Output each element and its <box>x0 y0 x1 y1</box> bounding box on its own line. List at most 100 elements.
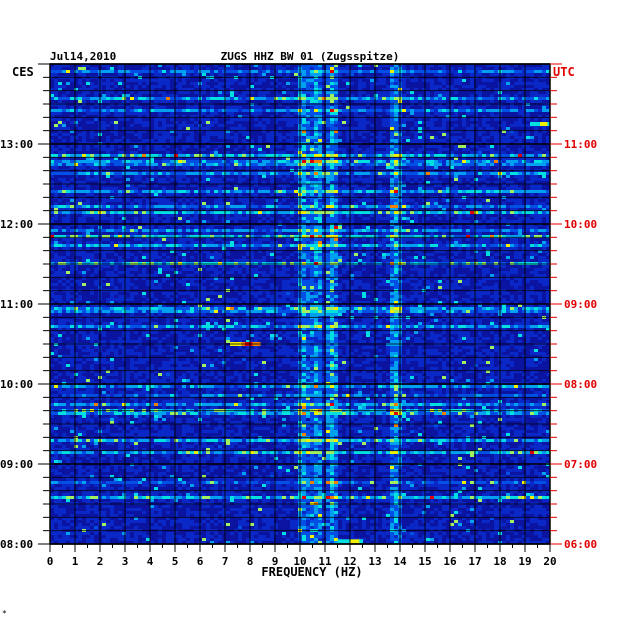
heatmap-cell <box>418 100 422 103</box>
heatmap-cell <box>294 100 298 103</box>
heatmap-cell <box>142 163 146 166</box>
heatmap-cell <box>326 79 330 82</box>
heatmap-cell <box>250 103 254 106</box>
heatmap-cell <box>378 79 382 82</box>
heatmap-cell <box>118 118 122 121</box>
heatmap-cell <box>62 91 66 94</box>
heatmap-cell <box>378 109 382 112</box>
heatmap-cell <box>350 163 354 166</box>
heatmap-cell <box>218 148 222 151</box>
heatmap-cell <box>486 82 490 85</box>
heatmap-cell <box>330 133 334 136</box>
heatmap-cell <box>378 154 382 157</box>
heatmap-cell <box>302 106 306 109</box>
heatmap-cell <box>102 127 106 130</box>
heatmap-cell <box>458 106 462 109</box>
heatmap-cell <box>326 160 330 163</box>
heatmap-cell <box>426 109 430 112</box>
heatmap-cell <box>226 91 230 94</box>
heatmap-cell <box>230 82 234 85</box>
heatmap-cell <box>438 178 442 181</box>
heatmap-cell <box>318 160 322 163</box>
heatmap-cell <box>178 70 182 73</box>
heatmap-cell <box>462 109 466 112</box>
heatmap-cell <box>70 172 74 175</box>
heatmap-cell <box>210 166 214 169</box>
heatmap-cell <box>362 73 366 76</box>
heatmap-cell <box>494 163 498 166</box>
heatmap-cell <box>94 166 98 169</box>
heatmap-cell <box>526 145 530 148</box>
heatmap-cell <box>450 148 454 151</box>
heatmap-cell <box>290 94 294 97</box>
heatmap-cell <box>226 172 230 175</box>
heatmap-cell <box>250 148 254 151</box>
heatmap-cell <box>406 121 410 124</box>
heatmap-cell <box>206 148 210 151</box>
heatmap-cell <box>430 178 434 181</box>
heatmap-cell <box>414 73 418 76</box>
heatmap-cell <box>234 112 238 115</box>
heatmap-cell <box>110 163 114 166</box>
heatmap-cell <box>114 67 118 70</box>
heatmap-cell <box>218 139 222 142</box>
heatmap-cell <box>330 79 334 82</box>
heatmap-cell <box>362 148 366 151</box>
heatmap-cell <box>314 121 318 124</box>
heatmap-cell <box>494 124 498 127</box>
heatmap-cell <box>154 163 158 166</box>
heatmap-cell <box>158 178 162 181</box>
heatmap-cell <box>438 166 442 169</box>
heatmap-cell <box>258 166 262 169</box>
heatmap-cell <box>58 154 62 157</box>
heatmap-cell <box>502 124 506 127</box>
heatmap-cell <box>386 175 390 178</box>
heatmap-cell <box>166 70 170 73</box>
heatmap-cell <box>354 79 358 82</box>
heatmap-cell <box>458 145 462 148</box>
heatmap-cell <box>262 127 266 130</box>
heatmap-cell <box>406 97 410 100</box>
heatmap-cell <box>390 121 394 124</box>
heatmap-cell <box>290 118 294 121</box>
heatmap-cell <box>86 148 90 151</box>
heatmap-cell <box>394 97 398 100</box>
heatmap-cell <box>70 121 74 124</box>
heatmap-cell <box>322 103 326 106</box>
heatmap-cell <box>370 94 374 97</box>
heatmap-cell <box>110 94 114 97</box>
heatmap-cell <box>382 124 386 127</box>
heatmap-cell <box>418 172 422 175</box>
heatmap-cell <box>278 94 282 97</box>
heatmap-cell <box>282 109 286 112</box>
heatmap-cell <box>158 133 162 136</box>
heatmap-cell <box>58 121 62 124</box>
heatmap-cell <box>442 118 446 121</box>
heatmap-cell <box>490 97 494 100</box>
heatmap-cell <box>130 154 134 157</box>
heatmap-cell <box>82 175 86 178</box>
heatmap-cell <box>286 106 290 109</box>
heatmap-cell <box>278 136 282 139</box>
heatmap-cell <box>306 148 310 151</box>
heatmap-cell <box>282 73 286 76</box>
heatmap-cell <box>302 148 306 151</box>
heatmap-cell <box>422 154 426 157</box>
heatmap-cell <box>410 91 414 94</box>
heatmap-cell <box>394 145 398 148</box>
heatmap-cell <box>454 106 458 109</box>
heatmap-cell <box>82 97 86 100</box>
heatmap-cell <box>158 118 162 121</box>
heatmap-cell <box>478 136 482 139</box>
heatmap-cell <box>522 70 526 73</box>
heatmap-cell <box>438 112 442 115</box>
heatmap-cell <box>518 91 522 94</box>
heatmap-cell <box>470 151 474 154</box>
heatmap-cell <box>366 148 370 151</box>
heatmap-cell <box>414 175 418 178</box>
heatmap-cell <box>338 82 342 85</box>
heatmap-cell <box>234 163 238 166</box>
heatmap-cell <box>186 73 190 76</box>
heatmap-cell <box>362 97 366 100</box>
heatmap-cell <box>362 67 366 70</box>
